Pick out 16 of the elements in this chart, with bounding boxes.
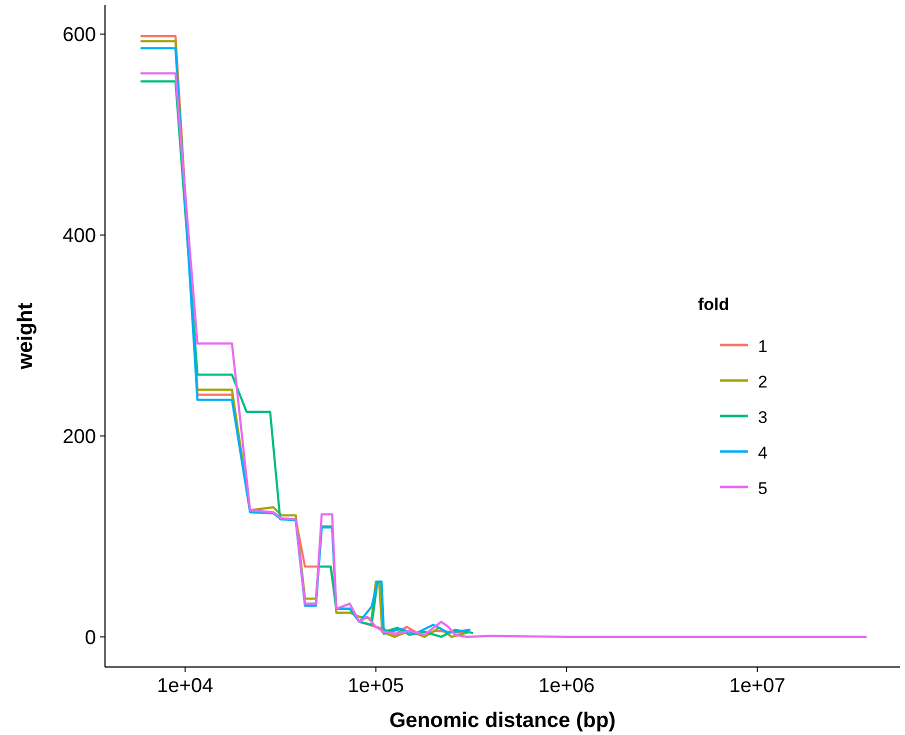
y-tick-label: 200 — [62, 426, 96, 448]
x-tick-label: 1e+05 — [348, 675, 404, 697]
legend-label: 5 — [758, 479, 768, 498]
legend-label: 1 — [758, 337, 768, 356]
y-tick-label: 600 — [62, 24, 96, 46]
x-tick-label: 1e+06 — [538, 675, 595, 697]
x-axis-title: Genomic distance (bp) — [389, 709, 616, 732]
y-axis-title: weight — [14, 302, 37, 370]
legend-title: fold — [698, 295, 730, 314]
y-tick-label: 0 — [84, 626, 96, 649]
x-tick-label: 1e+07 — [729, 675, 786, 697]
y-tick-label: 400 — [62, 225, 96, 248]
legend-label: 3 — [758, 408, 768, 427]
legend-label: 4 — [758, 444, 768, 462]
x-tick-label: 1e+04 — [157, 675, 214, 697]
legend-label: 2 — [758, 372, 768, 392]
